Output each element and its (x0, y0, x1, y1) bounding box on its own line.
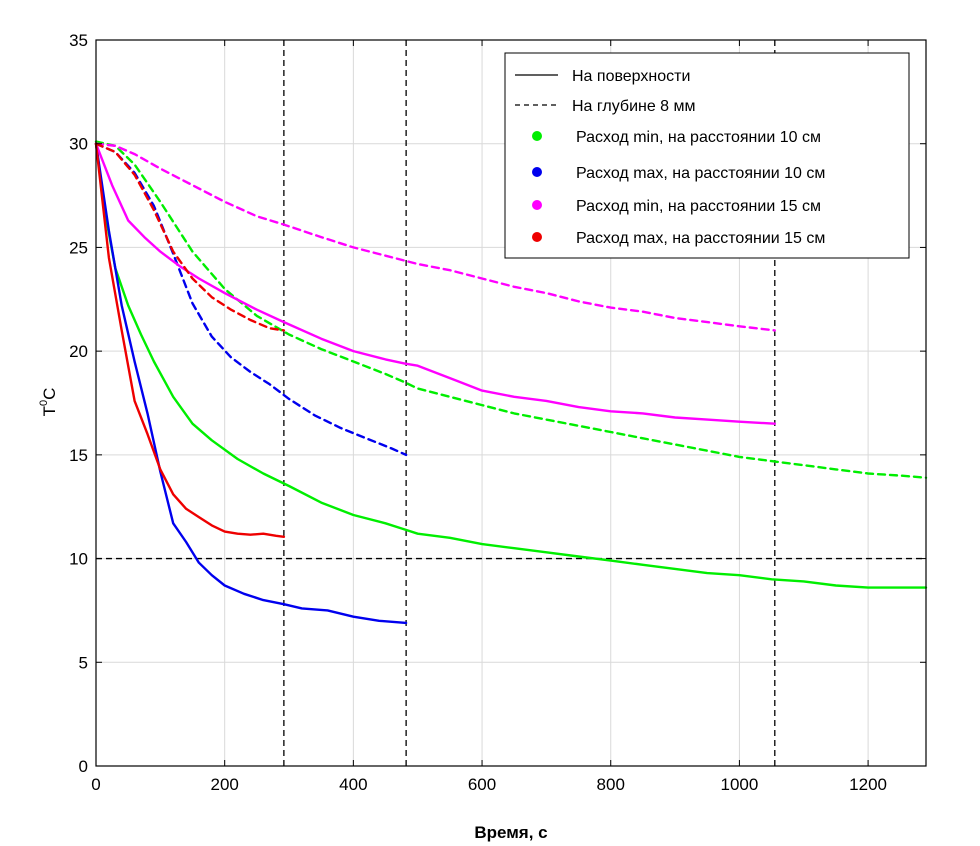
y-tick-label: 35 (69, 31, 88, 50)
legend-label-red: Расход max, на расстоянии 15 см (576, 230, 825, 247)
legend-marker-red (532, 232, 542, 242)
legend: На поверхности На глубине 8 мм Расход mi… (504, 52, 910, 259)
y-tick-label: 0 (79, 757, 88, 776)
series-line-3 (94, 142, 408, 457)
y-axis-title-unit: C (40, 388, 59, 400)
legend-dashed-label: На глубине 8 мм (572, 98, 696, 115)
series-line-4 (94, 142, 776, 425)
series-line-2 (94, 142, 408, 625)
legend-box (504, 52, 910, 259)
x-tick-label: 600 (468, 775, 496, 794)
x-tick-label: 1200 (849, 775, 887, 794)
series-line-0 (94, 142, 928, 589)
y-tick-label: 15 (69, 446, 88, 465)
y-tick-label: 30 (69, 135, 88, 154)
series-line-5 (94, 142, 776, 332)
svg-text:T0C: T0C (38, 388, 59, 417)
legend-label-green: Расход min, на расстоянии 10 см (576, 129, 821, 146)
legend-marker-green (532, 131, 542, 141)
legend-marker-blue (532, 167, 542, 177)
y-tick-label: 25 (69, 238, 88, 257)
series-line-6 (94, 142, 286, 538)
y-axis-title-sup: 0 (38, 400, 50, 406)
reference-lines (96, 40, 926, 766)
x-tick-label: 400 (339, 775, 367, 794)
y-axis-title: T0C (38, 388, 59, 417)
legend-solid-label: На поверхности (572, 68, 690, 85)
legend-label-blue: Расход max, на расстоянии 10 см (576, 165, 825, 182)
y-axis-title-main: T (40, 406, 59, 416)
series-line-7 (94, 142, 286, 332)
plot-frame (95, 39, 927, 767)
legend-marker-magenta (532, 200, 542, 210)
legend-label-magenta: Расход min, на расстоянии 15 см (576, 198, 821, 215)
series-layer (94, 140, 928, 625)
y-tick-label: 10 (69, 550, 88, 569)
axis-ticks: 0 200 400 600 800 1000 1200 0 5 10 15 20 25 30 35 (69, 31, 926, 794)
x-tick-label: 800 (597, 775, 625, 794)
y-tick-label: 20 (69, 342, 88, 361)
x-axis-title: Время, с (474, 823, 547, 842)
series-line-1 (94, 140, 928, 479)
x-tick-label: 0 (91, 775, 100, 794)
x-tick-label: 200 (210, 775, 238, 794)
y-tick-label: 5 (79, 653, 88, 672)
x-tick-label: 1000 (720, 775, 758, 794)
